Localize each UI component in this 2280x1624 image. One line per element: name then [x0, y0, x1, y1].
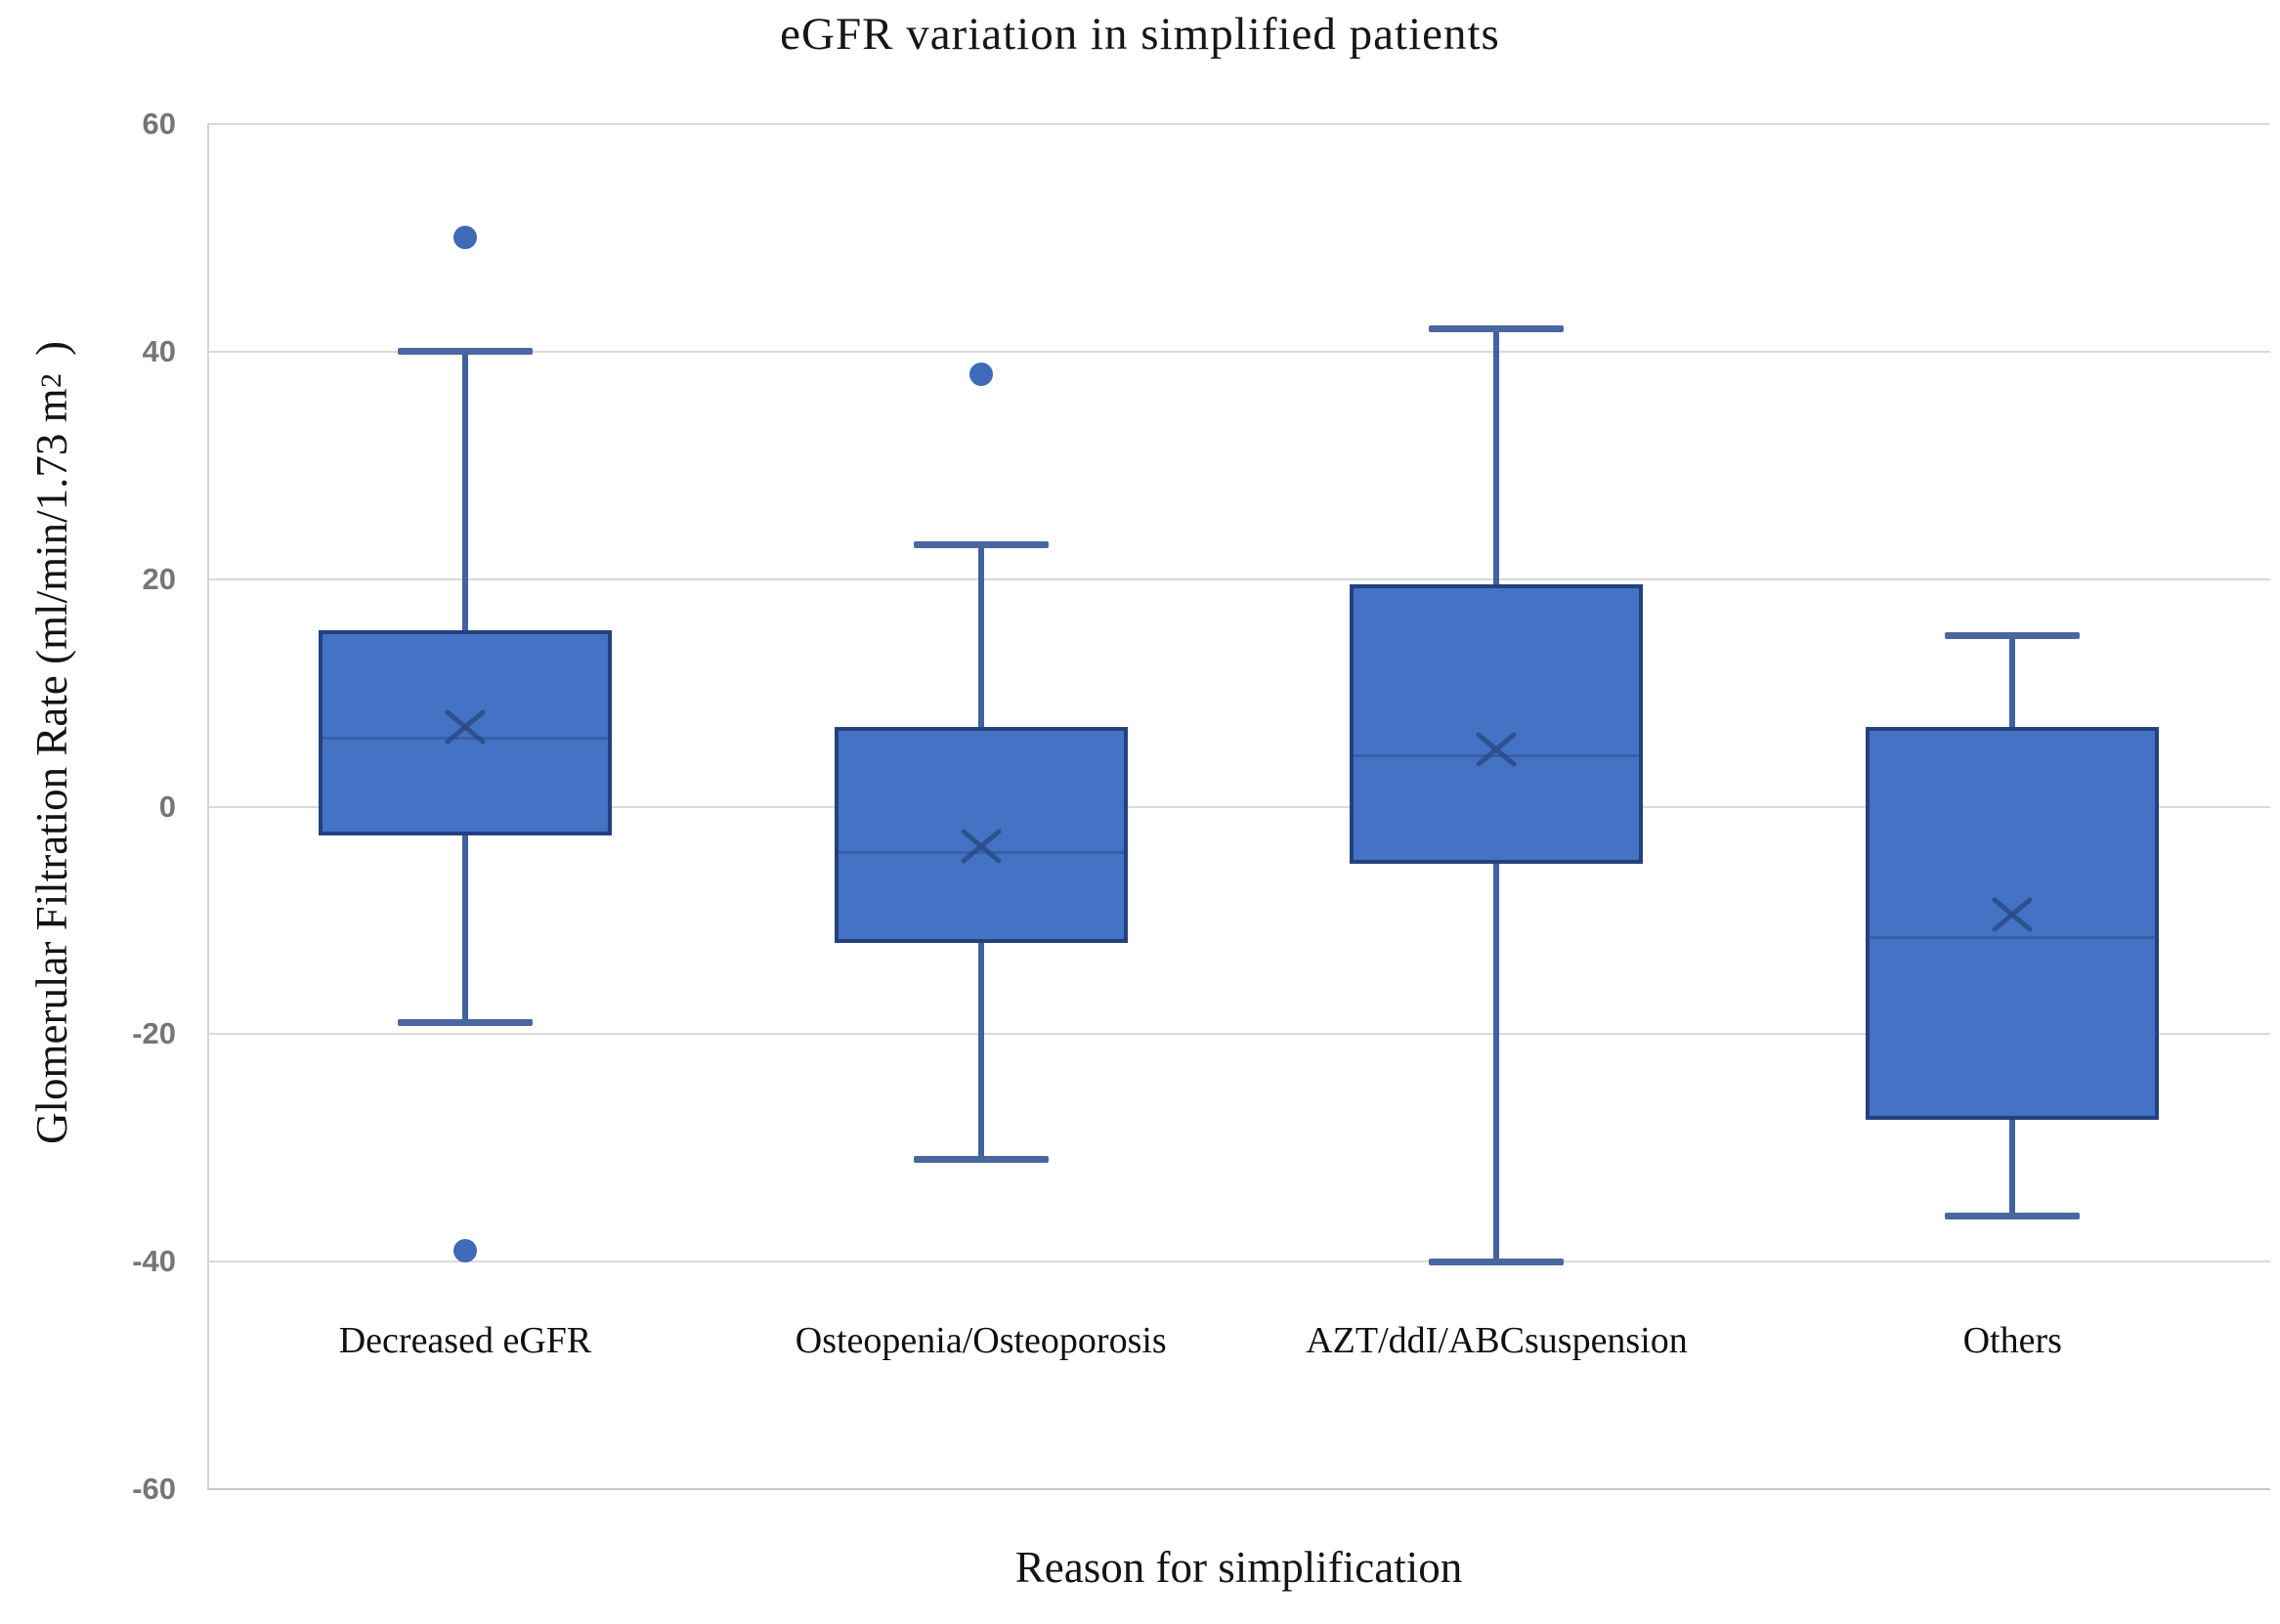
category-label: Others — [1962, 1320, 2062, 1361]
y-tick-label: 0 — [158, 789, 176, 824]
gridline — [207, 1033, 2270, 1036]
mean-marker-icon — [443, 708, 488, 746]
outlier-point — [968, 363, 993, 387]
gridline — [207, 350, 2270, 353]
whisker-cap-lower — [397, 1019, 533, 1027]
gridline — [207, 577, 2270, 580]
y-tick-label: 40 — [142, 333, 176, 368]
gridline — [207, 1261, 2270, 1263]
whisker-stem-upper — [1493, 328, 1500, 585]
y-axis-line — [207, 124, 209, 1489]
mean-marker-icon — [1990, 896, 2035, 933]
y-tick-label: -60 — [132, 1472, 176, 1506]
y-tick-label: -40 — [132, 1244, 176, 1279]
x-axis-line — [207, 1488, 2270, 1490]
whisker-cap-upper — [913, 541, 1049, 549]
mean-marker-icon — [959, 828, 1004, 865]
whisker-cap-upper — [1945, 632, 2081, 640]
whisker-stem-upper — [2009, 635, 2016, 727]
whisker-cap-upper — [1429, 325, 1565, 333]
category-label: Decreased eGFR — [338, 1320, 592, 1361]
x-axis-title: Reason for simplification — [1014, 1543, 1463, 1592]
whisker-cap-lower — [913, 1155, 1049, 1163]
box-rect — [1350, 584, 1644, 864]
box-rect — [834, 727, 1128, 944]
y-tick-label: -20 — [132, 1016, 176, 1051]
whisker-stem-lower — [977, 943, 984, 1160]
whisker-stem-lower — [1493, 863, 1500, 1262]
category-label: AZT/ddI/ABCsuspension — [1306, 1320, 1688, 1361]
median-line — [1354, 753, 1640, 757]
outlier-point — [452, 1238, 477, 1262]
gridline — [207, 805, 2270, 808]
y-tick-label: 20 — [142, 561, 176, 596]
category-label: Osteopenia/Osteoporosis — [795, 1320, 1167, 1361]
gridline — [207, 123, 2270, 125]
whisker-stem-lower — [2009, 1119, 2016, 1217]
whisker-stem-upper — [977, 544, 984, 727]
whisker-stem-upper — [461, 351, 468, 631]
chart-title: eGFR variation in simplified patients — [780, 9, 1500, 60]
box-rect — [318, 630, 612, 835]
whisker-stem-lower — [461, 834, 468, 1023]
y-tick-label: 60 — [142, 107, 176, 141]
whisker-cap-lower — [1945, 1213, 2081, 1220]
mean-marker-icon — [1474, 731, 1519, 768]
whisker-cap-lower — [1429, 1258, 1565, 1265]
median-line — [322, 737, 608, 741]
median-line — [1870, 935, 2156, 939]
outlier-point — [452, 226, 477, 250]
median-line — [838, 850, 1124, 854]
whisker-cap-upper — [397, 348, 533, 356]
box-rect — [1866, 727, 2160, 1120]
